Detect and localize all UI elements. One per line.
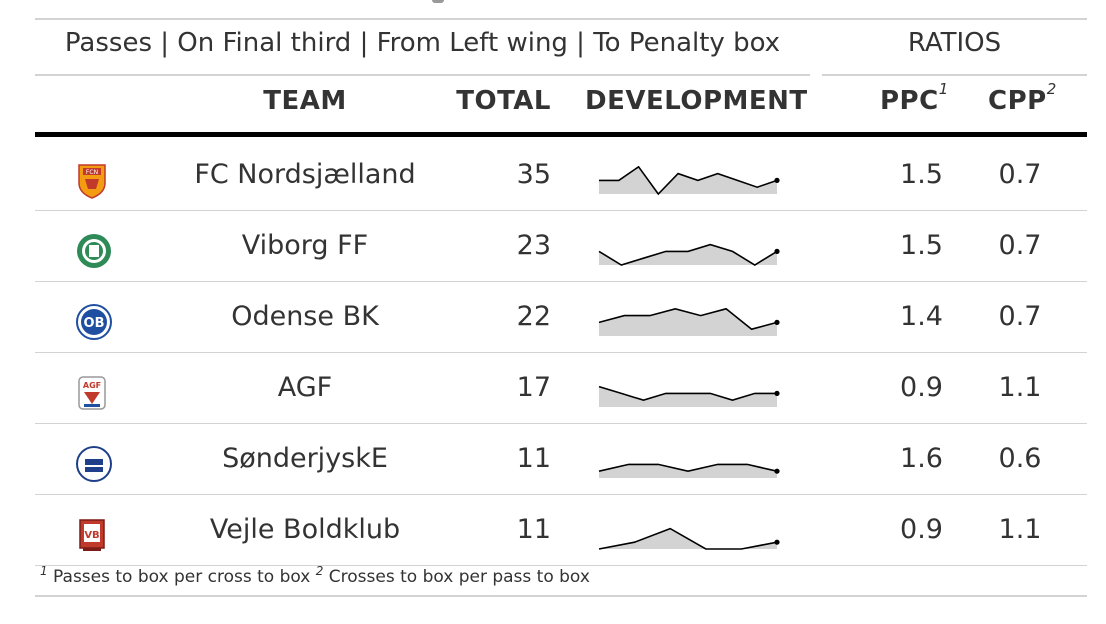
- cropped-title-glyph: [420, 0, 460, 3]
- cpp-value: 0.7: [998, 301, 1042, 332]
- spanner-ratios: RATIOS: [907, 28, 1002, 58]
- viborg-ff-logo: [75, 227, 111, 268]
- sparkline-area: [599, 308, 777, 336]
- sparkline-area: [599, 166, 777, 194]
- table-bottom-rule: [35, 595, 1087, 597]
- table-top-rule: [35, 18, 1087, 20]
- vejle-boldklub-logo: VB: [75, 511, 109, 551]
- svg-text:AGF: AGF: [83, 381, 101, 390]
- fc-nordsjaelland-logo: FCN: [75, 156, 109, 199]
- ppc-label: PPC: [880, 86, 939, 116]
- svg-text:VB: VB: [84, 530, 99, 541]
- row-divider: [35, 494, 1087, 495]
- team-name: Viborg FF: [241, 230, 369, 261]
- sparkline-area: [599, 528, 777, 549]
- svg-text:OB: OB: [84, 316, 105, 331]
- sparkline-end-point: [774, 177, 780, 183]
- footnote-text-1: Passes to box per cross to box: [53, 567, 311, 587]
- total-value: 11: [516, 514, 551, 545]
- column-header-development: DEVELOPMENT: [585, 86, 808, 116]
- sparkline-end-point: [774, 390, 780, 396]
- ppc-value: 1.5: [900, 159, 943, 190]
- sparkline-area: [599, 244, 777, 265]
- sparkline-line: [598, 307, 778, 331]
- ppc-value: 1.6: [900, 443, 943, 474]
- header-bottom-rule: [35, 132, 1087, 137]
- cpp-value: 0.7: [998, 159, 1042, 190]
- cpp-value: 1.1: [998, 514, 1042, 545]
- footnote-top-rule: [35, 565, 1087, 566]
- cpp-value: 1.1: [998, 372, 1042, 403]
- team-name: Vejle Boldklub: [209, 514, 401, 545]
- spanner-underline-right: [822, 74, 1087, 76]
- team-name: Odense BK: [231, 301, 379, 332]
- column-header-total: TOTAL: [456, 86, 551, 116]
- ppc-value: 1.4: [900, 301, 943, 332]
- sparkline-line: [598, 385, 777, 402]
- total-value: 23: [516, 230, 551, 261]
- sparkline-end-point: [774, 468, 780, 474]
- total-value: 22: [516, 301, 551, 332]
- table-row: FCN FC Nordsjælland 35 1.5 0.7: [35, 140, 1087, 211]
- table-footnote: 1 Passes to box per cross to box 2 Cross…: [40, 564, 590, 587]
- sparkline-line: [599, 165, 778, 196]
- sparkline-line: [598, 527, 778, 550]
- table-row: OB Odense BK 22 1.4 0.7: [35, 282, 1087, 353]
- development-sparkline: [595, 296, 785, 340]
- cpp-footnote-mark: 2: [1046, 80, 1057, 98]
- ppc-value: 0.9: [900, 372, 943, 403]
- sparkline-area: [599, 464, 777, 478]
- table-row: Viborg FF 23 1.5 0.7: [35, 211, 1087, 282]
- development-sparkline: [595, 509, 785, 553]
- table-row: VB Vejle Boldklub 11 0.9 1.1: [35, 495, 1087, 566]
- sparkline-line: [598, 243, 778, 266]
- ppc-footnote-mark: 1: [938, 80, 949, 98]
- spanner-passes-filter: Passes | On Final third | From Left wing…: [64, 28, 781, 58]
- column-header-team: TEAM: [263, 86, 347, 116]
- cpp-value: 0.6: [998, 443, 1042, 474]
- spanner-underline-left: [35, 74, 810, 76]
- row-divider: [35, 210, 1087, 211]
- total-value: 11: [516, 443, 551, 474]
- sparkline-area: [599, 386, 777, 407]
- table-row: AGF AGF 17 0.9 1.1: [35, 353, 1087, 424]
- column-header-ppc: PPC1: [880, 80, 960, 126]
- development-sparkline: [595, 154, 785, 198]
- row-divider: [35, 281, 1087, 282]
- team-name: SønderjyskE: [222, 443, 388, 474]
- svg-text:FCN: FCN: [86, 169, 98, 176]
- sonderjyske-logo: [75, 440, 112, 482]
- footnote-text-2: Crosses to box per pass to box: [328, 567, 590, 587]
- odense-bk-logo: OB: [75, 298, 112, 340]
- row-divider: [35, 423, 1087, 424]
- sparkline-end-point: [774, 539, 780, 545]
- sparkline-end-point: [774, 319, 780, 325]
- cpp-value: 0.7: [998, 230, 1042, 261]
- team-name: FC Nordsjælland: [194, 159, 416, 190]
- ppc-value: 1.5: [900, 230, 943, 261]
- footnote-mark-2: 2: [315, 564, 324, 578]
- footnote-mark-1: 1: [40, 564, 48, 578]
- development-sparkline: [595, 367, 785, 411]
- cpp-label: CPP: [988, 86, 1047, 116]
- development-sparkline: [595, 438, 785, 482]
- sparkline-end-point: [774, 248, 780, 254]
- total-value: 17: [516, 372, 551, 403]
- table-row: SønderjyskE 11 1.6 0.6: [35, 424, 1087, 495]
- sparkline-line: [598, 463, 778, 473]
- column-header-cpp: CPP2: [988, 80, 1068, 126]
- row-divider: [35, 352, 1087, 353]
- total-value: 35: [516, 159, 551, 190]
- agf-logo: AGF: [75, 369, 109, 410]
- team-name: AGF: [277, 372, 333, 403]
- ppc-value: 0.9: [900, 514, 943, 545]
- development-sparkline: [595, 225, 785, 269]
